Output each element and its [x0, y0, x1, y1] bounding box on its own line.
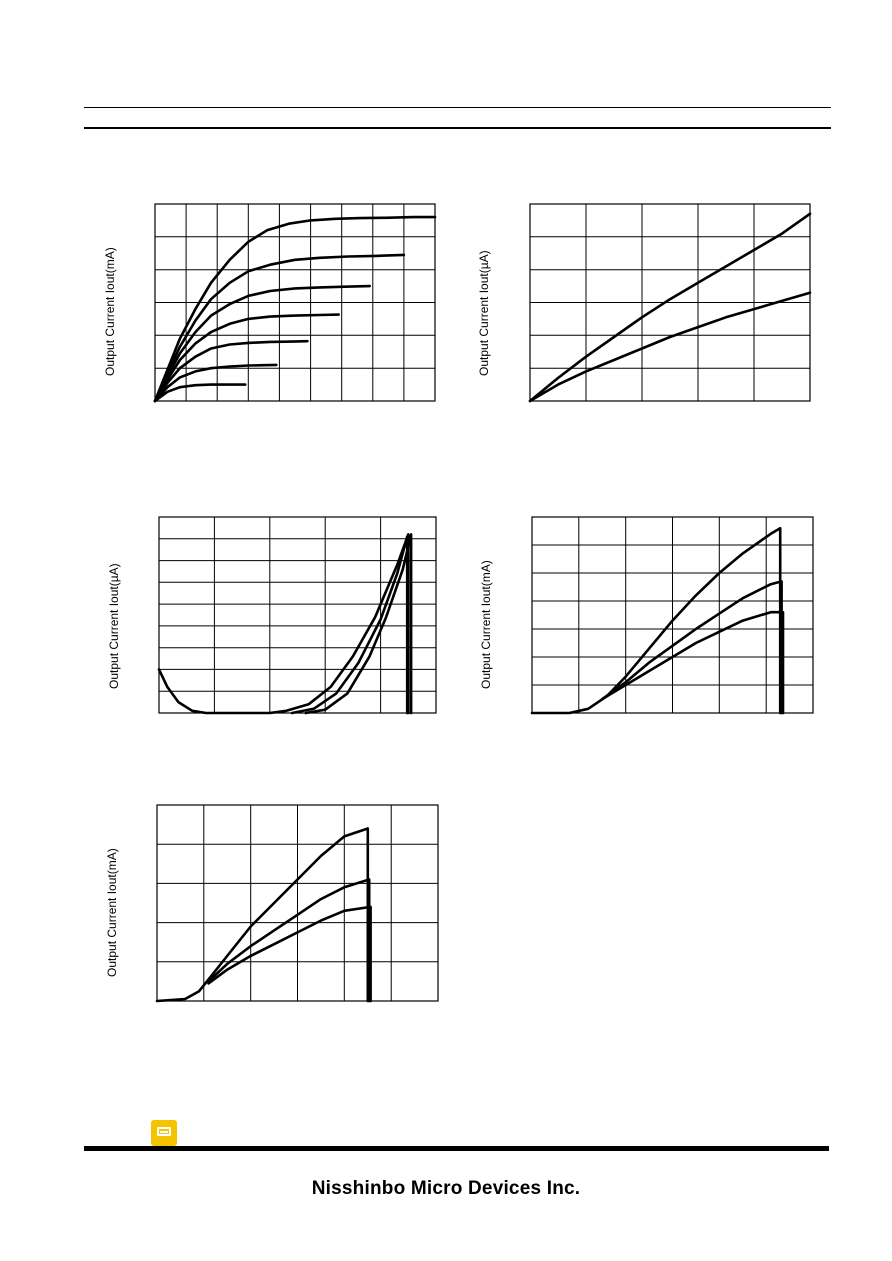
plot-frame — [531, 516, 814, 714]
chart4-ylabel: Output Current Iout(mA) — [479, 560, 493, 689]
series-line-6 — [153, 363, 278, 403]
chart1-ylabel: Output Current Iout(mA) — [103, 247, 117, 376]
series-line-7 — [153, 383, 247, 403]
series-line-4 — [153, 313, 340, 403]
footer-brand: Nisshinbo Micro Devices Inc. — [311, 1178, 581, 1199]
footer-rule-thick — [84, 1146, 829, 1151]
series-line-1 — [153, 215, 437, 403]
header-rule-thin — [84, 107, 831, 108]
series-line-2 — [528, 291, 812, 403]
series-line-5 — [153, 339, 309, 403]
chart5-ylabel: Output Current Iout(mA) — [105, 848, 119, 977]
chart-1-plot — [153, 203, 437, 403]
chart-2-plot — [528, 203, 812, 403]
comment-note-icon[interactable] — [151, 1120, 177, 1146]
series-line-2 — [290, 535, 409, 715]
chart2-ylabel: Output Current Iout(µA) — [477, 250, 491, 376]
series-line-1 — [155, 827, 370, 1003]
plot-frame — [156, 804, 439, 1002]
plot-frame — [154, 203, 436, 402]
series-line-3 — [207, 905, 372, 1003]
chart-4-plot — [530, 516, 814, 715]
plot-frame — [529, 203, 811, 402]
chart3-ylabel: Output Current Iout(µA) — [107, 563, 121, 689]
series-line-3 — [304, 533, 413, 715]
series-line-2 — [601, 580, 783, 715]
chart-3-plot — [157, 516, 437, 715]
series-line-1 — [530, 526, 782, 715]
series-line-1 — [157, 533, 410, 715]
series-line-3 — [601, 610, 785, 715]
series-line-3 — [153, 284, 371, 403]
chart-5-plot — [155, 804, 439, 1003]
series-line-1 — [528, 212, 812, 403]
plot-frame — [158, 516, 437, 714]
header-rule-thick — [84, 127, 831, 129]
series-line-2 — [207, 878, 371, 1003]
series-line-2 — [153, 253, 406, 403]
